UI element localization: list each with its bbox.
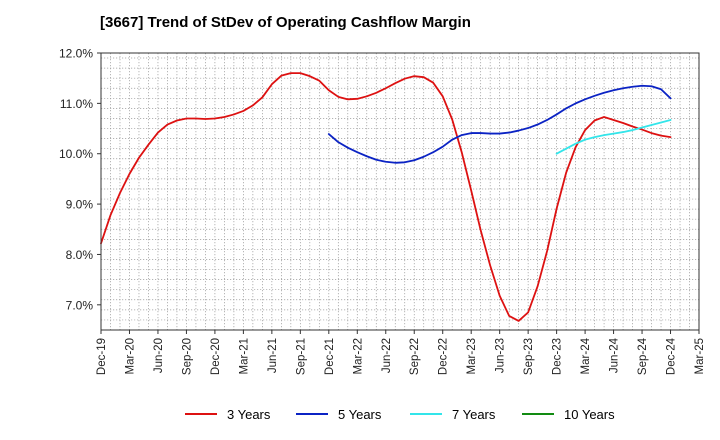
x-tick-label: Dec-21 [324,338,336,375]
y-tick-label: 9.0% [66,198,94,212]
legend-item-3-years: 3 Years [185,404,270,424]
chart-legend: 3 Years 5 Years 7 Years 10 Years [0,404,720,424]
chart-title: [3667] Trend of StDev of Operating Cashf… [100,14,471,31]
x-tick-label: Sep-24 [637,337,649,375]
x-tick-label: Mar-24 [580,337,592,374]
series-line-7-years [555,119,672,155]
x-tick-label: Sep-20 [181,338,193,375]
legend-item-7-years: 7 Years [410,404,495,424]
x-tick-label: Dec-23 [552,338,564,375]
legend-label-10-years: 10 Years [564,406,615,422]
x-tick-label: Mar-21 [238,338,250,374]
legend-label-7-years: 7 Years [452,406,496,422]
legend-swatch-10-years [522,413,554,415]
legend-swatch-5-years [296,413,328,415]
plot-frame [100,52,700,331]
x-tick-label: Sep-21 [295,338,307,375]
y-tick-label: 8.0% [66,248,94,262]
x-tick-label: Dec-24 [666,337,678,375]
x-tick-label: Sep-23 [523,338,535,375]
x-tick-label: Mar-25 [694,338,706,374]
y-tick-label: 12.0% [59,47,93,61]
x-tick-label: Jun-24 [609,337,621,373]
legend-label-3-years: 3 Years [227,406,271,422]
series-line-5-years [327,84,672,164]
x-tick-label: Mar-23 [466,338,478,374]
x-tick-label: Dec-19 [96,338,108,375]
x-tick-label: Jun-23 [495,338,507,373]
x-tick-label: Dec-22 [438,338,450,375]
x-tick-label: Jun-22 [381,338,393,373]
legend-swatch-3-years [185,413,217,415]
legend-swatch-7-years [410,413,442,415]
x-tick-label: Mar-20 [124,338,136,374]
x-tick-label: Jun-20 [153,338,165,373]
y-tick-label: 11.0% [60,97,93,111]
series-line-3-years [100,72,672,322]
y-tick-label: 10.0% [59,147,93,161]
legend-label-5-years: 5 Years [338,406,382,422]
x-tick-label: Dec-20 [210,338,222,375]
legend-item-10-years: 10 Years [522,404,615,424]
legend-item-5-years: 5 Years [296,404,381,424]
x-tick-label: Jun-21 [267,338,279,373]
x-tick-label: Mar-22 [352,338,364,374]
x-tick-label: Sep-22 [409,338,421,375]
y-tick-label: 7.0% [66,298,94,312]
